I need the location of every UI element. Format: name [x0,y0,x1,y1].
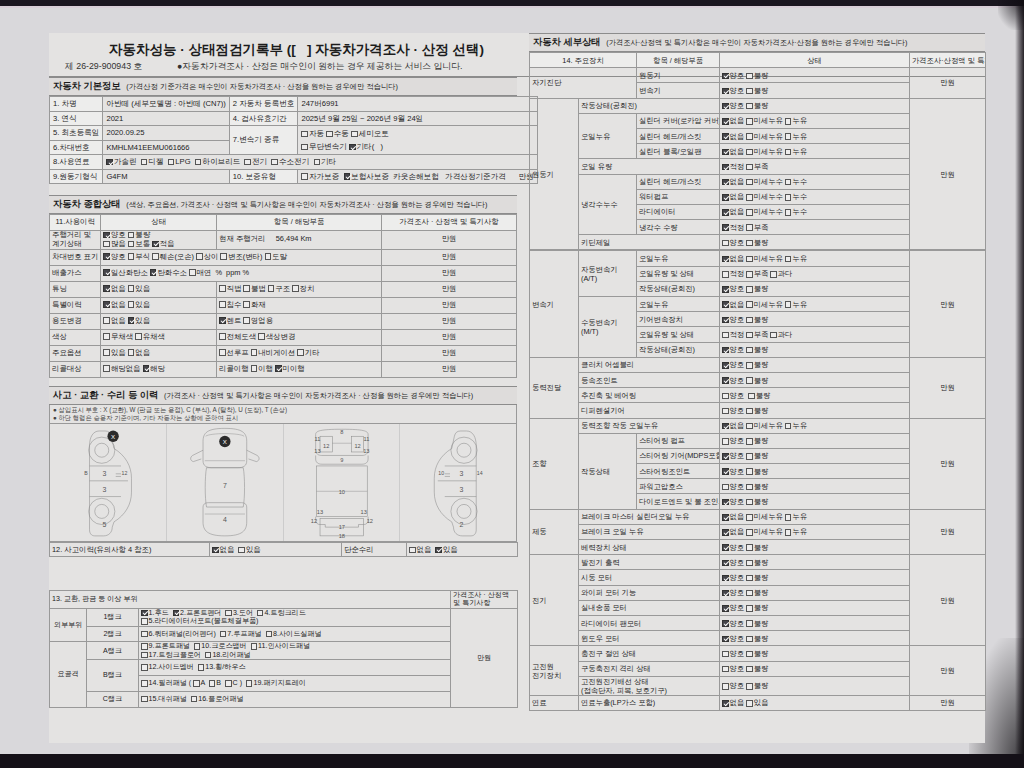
svg-text:3: 3 [102,470,106,477]
svg-text:12: 12 [354,442,360,448]
svg-text:B: B [84,469,88,475]
svg-text:17: 17 [338,523,344,529]
svg-text:18: 18 [338,532,344,538]
svg-text:4: 4 [223,515,227,522]
svg-text:7: 7 [223,481,227,488]
svg-text:X: X [111,432,115,439]
svg-text:12: 12 [322,442,328,448]
svg-text:3: 3 [102,486,106,493]
svg-text:12: 12 [310,517,316,523]
svg-text:X: X [223,437,227,444]
svg-text:13: 13 [363,447,369,453]
svg-text:11: 11 [363,435,369,441]
svg-text:10: 10 [338,489,344,495]
svg-text:12: 12 [366,517,372,523]
svg-text:13: 13 [316,509,322,515]
svg-text:12: 12 [122,469,128,475]
svg-text:14: 14 [477,469,483,475]
svg-text:2: 2 [460,521,464,528]
svg-text:3: 3 [460,486,464,493]
svg-text:9: 9 [340,456,343,462]
svg-text:11: 11 [314,435,320,441]
svg-text:3: 3 [460,470,464,477]
svg-text:13: 13 [314,447,320,453]
svg-text:8: 8 [340,428,343,434]
svg-text:13: 13 [360,509,366,515]
svg-text:10: 10 [439,469,445,475]
svg-text:5: 5 [102,521,106,528]
